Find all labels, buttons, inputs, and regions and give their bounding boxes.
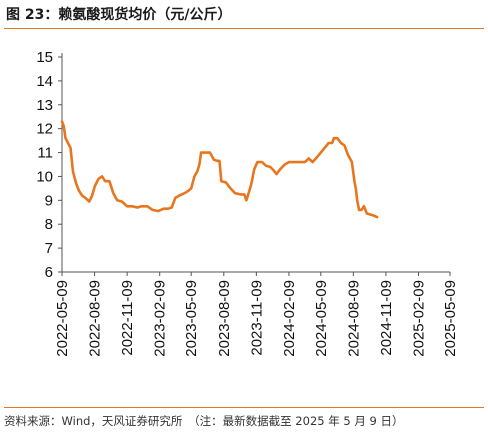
- y-tick-label: 13: [36, 97, 53, 114]
- source-note: 资料来源：Wind，天风证券研究所 （注：最新数据截至 2025 年 5 月 9…: [4, 414, 404, 428]
- y-tick-label: 12: [36, 121, 53, 138]
- y-tick-label: 14: [36, 73, 53, 90]
- x-tick-label: 2025-02-09: [410, 280, 427, 357]
- x-tick-label: 2025-05-09: [442, 280, 459, 357]
- x-axis: 2022-05-09 2022-08-09 2022-11-09 2023-02-09…: [54, 271, 459, 357]
- x-tick-label: 2023-11-09: [248, 280, 265, 356]
- y-tick-label: 15: [36, 49, 53, 66]
- series-line: [60, 120, 379, 219]
- y-tick-label: 6: [45, 264, 53, 281]
- y-tick-label: 7: [45, 240, 53, 257]
- y-tick-label: 8: [45, 216, 53, 233]
- x-tick-label: 2022-05-09: [54, 280, 71, 357]
- y-axis: 6 7 8 9 10 11 12 13 14 15: [36, 49, 63, 281]
- series-layer: [60, 120, 379, 219]
- x-tick-label: 2023-05-09: [183, 280, 200, 357]
- x-tick-label: 2024-08-09: [345, 280, 362, 357]
- x-tick-label: 2024-05-09: [313, 280, 330, 357]
- x-tick-label: 2022-11-09: [119, 280, 136, 356]
- y-tick-label: 9: [45, 192, 53, 209]
- title-divider: [4, 28, 484, 29]
- x-tick-label: 2023-02-09: [152, 280, 169, 357]
- x-tick-label: 2024-02-09: [281, 280, 298, 357]
- figure-title: 图 23：赖氨酸现货均价（元/公斤）: [6, 7, 232, 23]
- y-tick-label: 11: [37, 145, 53, 162]
- x-tick-label: 2022-08-09: [87, 280, 104, 357]
- y-tick-label: 10: [36, 168, 53, 185]
- footer-divider: [4, 407, 484, 408]
- x-tick-label: 2024-11-09: [378, 280, 395, 356]
- x-tick-label: 2023-08-09: [216, 280, 233, 357]
